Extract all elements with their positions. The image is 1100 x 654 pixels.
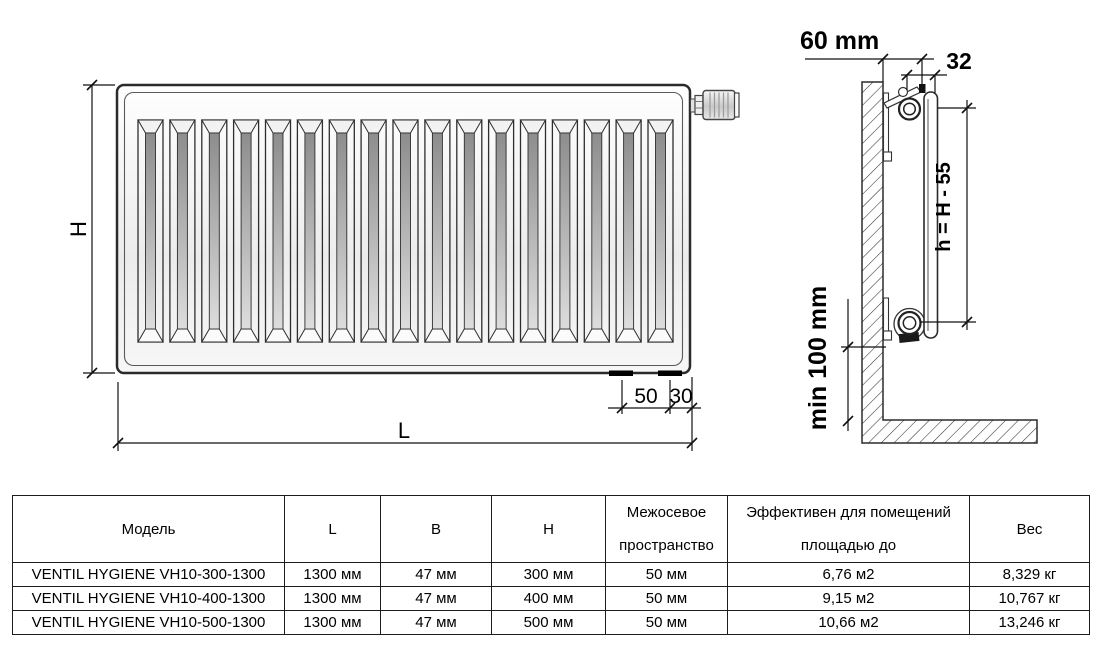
length-cell: 1300 мм [284,562,381,587]
wall-distance-dimension [805,58,934,84]
width-cell: 47 мм [380,610,492,635]
axis-height-label: h = H - 55 [933,162,955,251]
spacing-cell: 50 мм [605,610,728,635]
weight-header: Вес [969,495,1090,563]
width-cell: 47 мм [380,586,492,611]
width-header: B [380,495,492,563]
spacing-header: Межосевое пространство [605,495,728,563]
table-row: VENTIL HYGIENE VH10-400-1300 1300 мм 47 … [12,586,1090,611]
offset-32-label: 32 [946,48,972,74]
width-cell: 47 мм [380,562,492,587]
weight-cell: 13,246 кг [969,610,1090,635]
h-dimension [83,84,115,374]
radiator-grooves [137,119,674,343]
model-cell: VENTIL HYGIENE VH10-500-1300 [12,610,285,635]
bottom-connection-stub [609,370,633,376]
dim-50-label: 50 [634,385,657,408]
top-bracket-clip [919,84,926,93]
header-row: Модель L B H Межосевое пространство Эффе… [12,495,1090,563]
wall-distance-label: 60 mm [800,27,879,55]
height-cell: 300 мм [491,562,606,587]
bottom-pipe-connection [897,310,922,336]
area-cell: 10,66 м2 [727,610,970,635]
table-row: VENTIL HYGIENE VH10-300-1300 1300 мм 47 … [12,562,1090,587]
l-dim-label: L [398,418,410,443]
model-cell: VENTIL HYGIENE VH10-400-1300 [12,586,285,611]
radiator-panel-inner-line [123,91,684,367]
table-row: VENTIL HYGIENE VH10-500-1300 1300 мм 47 … [12,610,1090,635]
l-dimension [117,377,693,451]
mounting-bracket [882,86,926,344]
area-cell: 6,76 м2 [727,562,970,587]
area-cell: 9,15 м2 [727,586,970,611]
radiator-side-panel [923,91,939,339]
h-dim-label: H [66,221,91,237]
spacing-cell: 50 мм [605,586,728,611]
length-cell: 1300 мм [284,586,381,611]
radiator-front-view: H L 50 30 [66,79,740,451]
dim-30-label: 30 [669,385,692,408]
floor-clearance-label: min 100 mm [804,286,832,431]
height-cell: 500 мм [491,610,606,635]
spec-table: Модель L B H Межосевое пространство Эффе… [12,495,1090,635]
area-header: Эффективен для помещений площадью до [727,495,970,563]
offset-dimension [901,74,947,93]
radiator-technical-drawing: H L 50 30 [66,27,1038,451]
length-cell: 1300 мм [284,610,381,635]
height-cell: 400 мм [491,586,606,611]
bottom-connection-stub [658,370,682,376]
height-header: H [491,495,606,563]
weight-cell: 10,767 кг [969,586,1090,611]
radiator-side-view: 60 mm 32 h = H - 55 min [800,27,1038,444]
model-cell: VENTIL HYGIENE VH10-300-1300 [12,562,285,587]
thermostatic-valve [690,89,740,121]
model-header: Модель [12,495,285,563]
top-pipe-connection [897,97,922,121]
spacing-cell: 50 мм [605,562,728,587]
weight-cell: 8,329 кг [969,562,1090,587]
length-header: L [284,495,381,563]
